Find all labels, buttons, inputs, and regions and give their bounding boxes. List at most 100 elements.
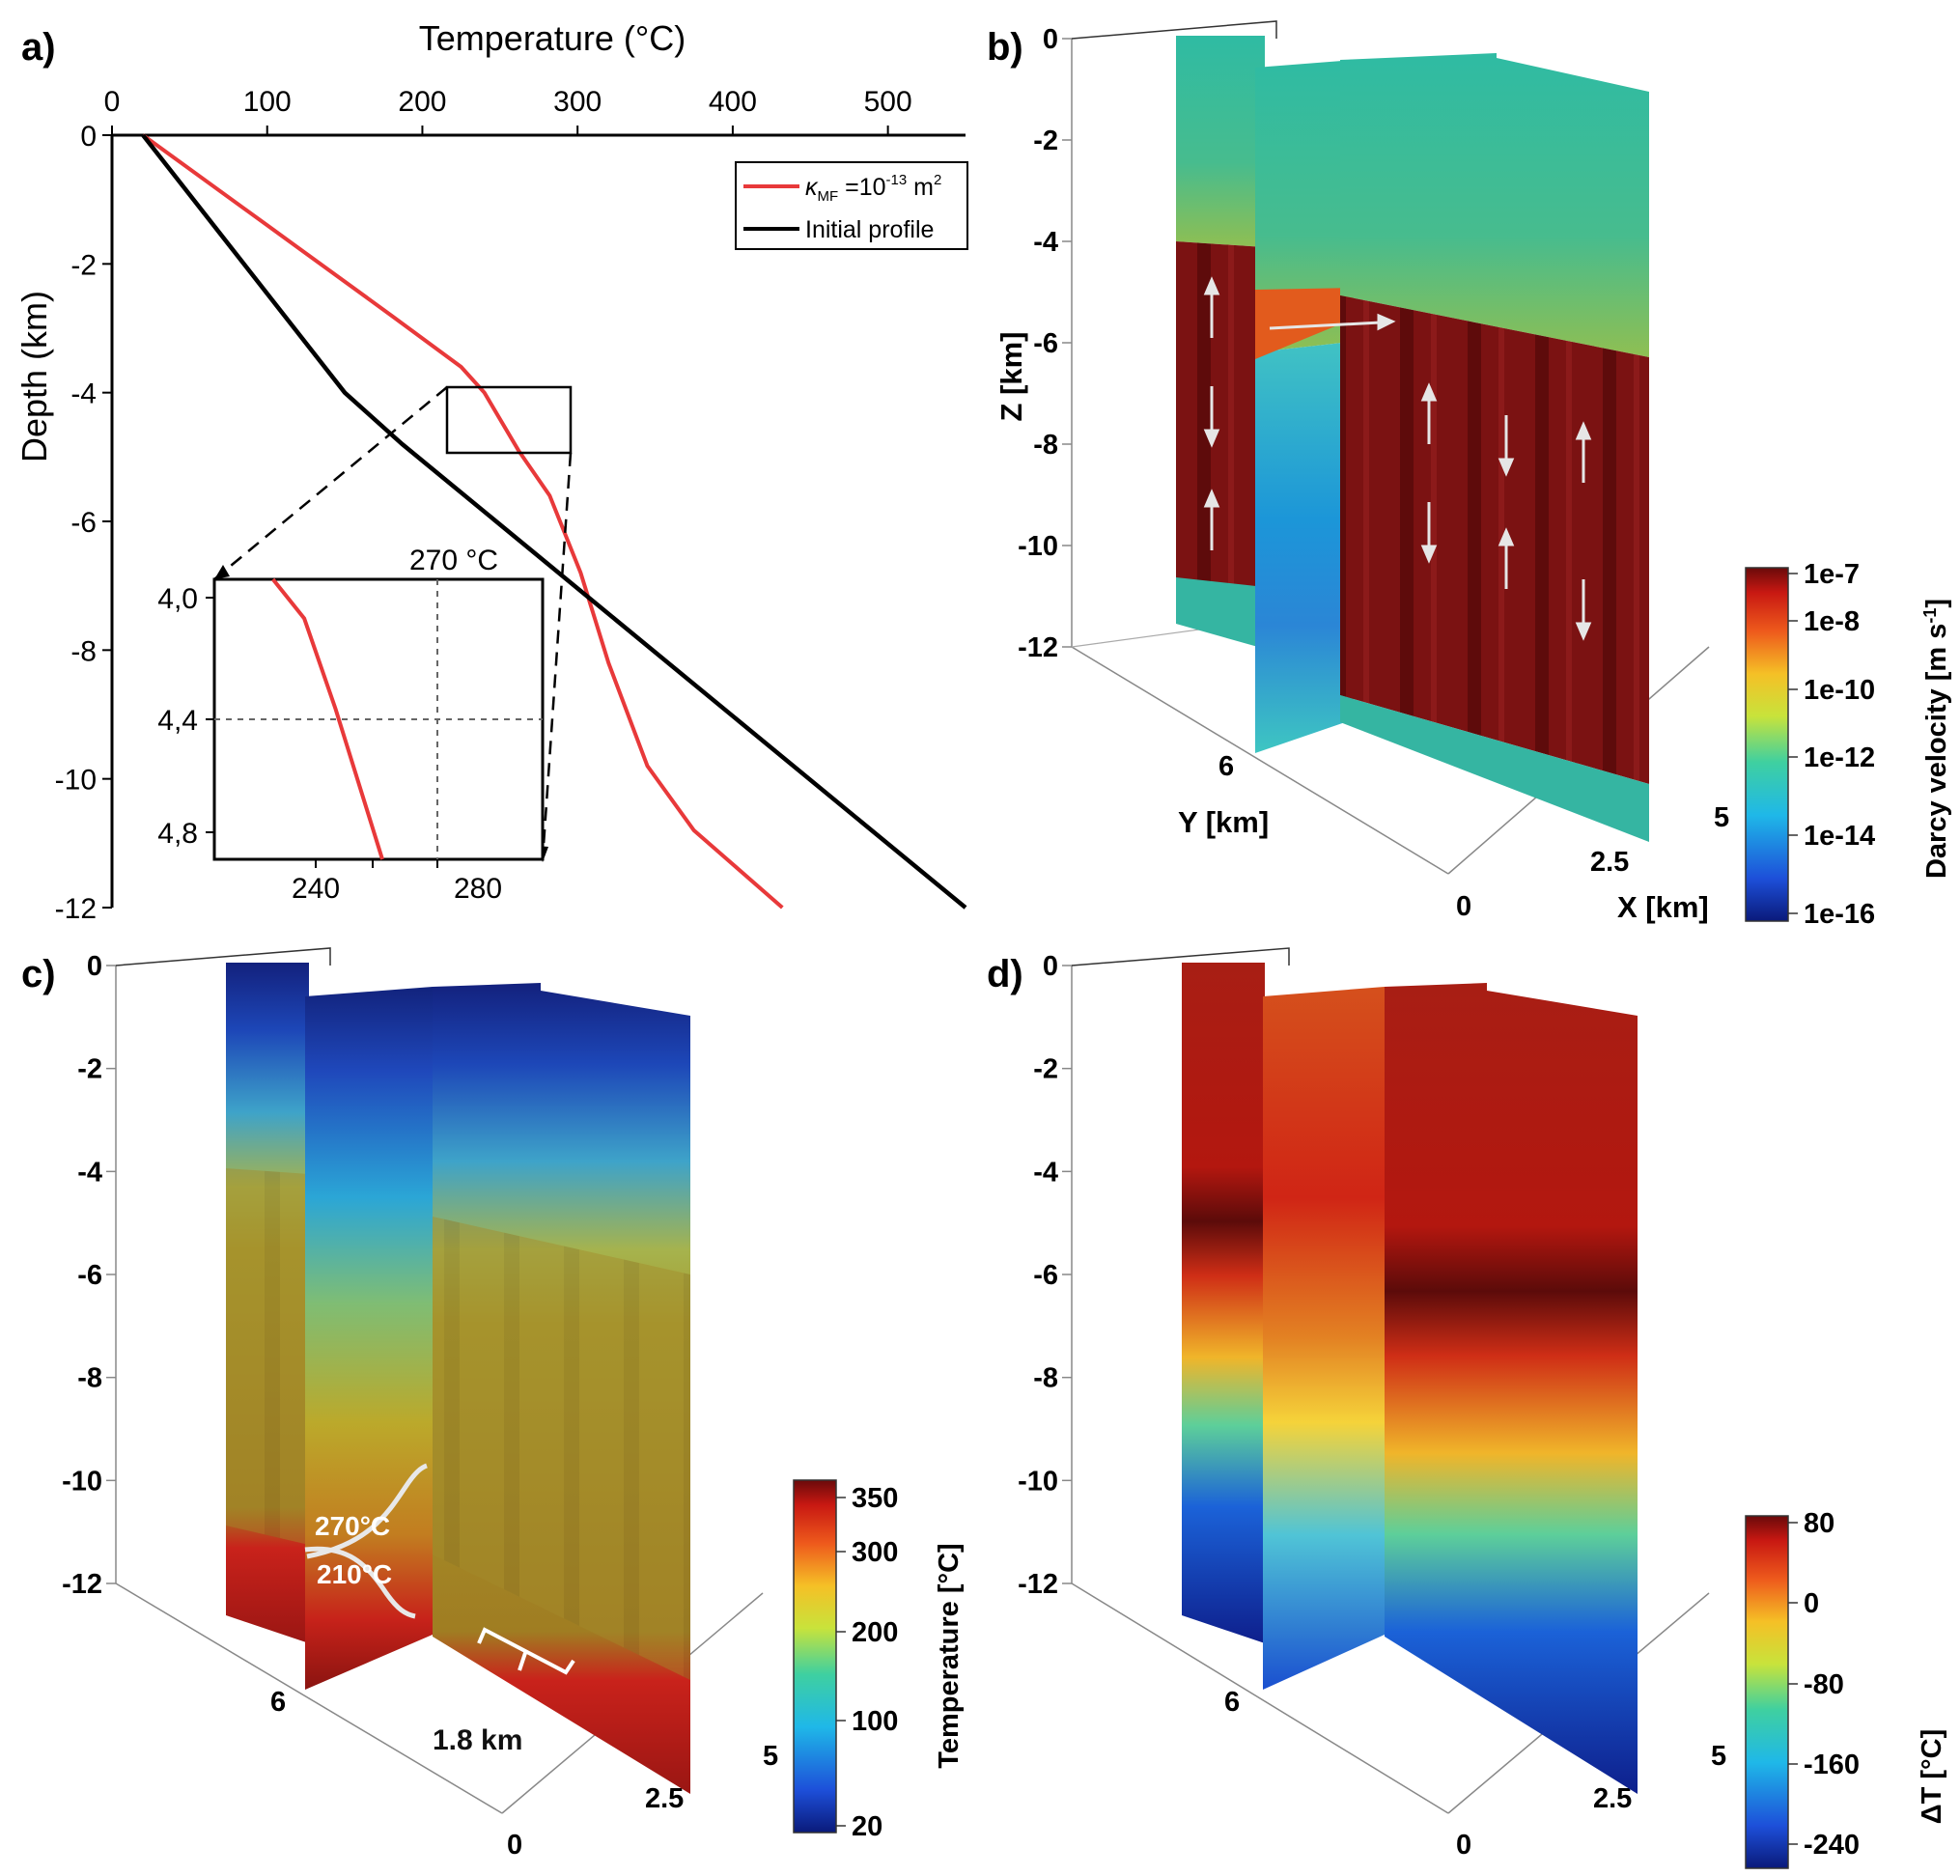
- colorbar-title: ΔT [°C]: [1917, 1729, 1947, 1824]
- colorbar-tick-label: 100: [852, 1706, 898, 1737]
- panel-a-label: a): [21, 26, 56, 69]
- z-tick-label: -4: [1033, 227, 1058, 258]
- x-tick-label: 0: [104, 86, 121, 118]
- inset-title: 270 °C: [409, 545, 498, 576]
- inset-ytick-2: 4,4: [157, 705, 198, 737]
- colorbar-tick-label: 80: [1804, 1508, 1834, 1539]
- middle-hot-band: [1255, 288, 1354, 359]
- left-wall-top: [1176, 36, 1265, 247]
- wavelength-bracket: [477, 1627, 575, 1675]
- z-tick-label: -12: [1018, 1569, 1058, 1600]
- z-axis-ticks: 0 -2 -4 -6 -8 -10 -12: [1018, 951, 1072, 1600]
- middle-wall-lower: [1255, 328, 1354, 753]
- annotation-210: 210°C: [317, 1559, 392, 1589]
- z-tick-label: -4: [1033, 1157, 1058, 1188]
- z-tick-label: -8: [1033, 430, 1058, 461]
- arrow-head-left-icon: [214, 565, 230, 579]
- zoom-connector-right: [541, 452, 573, 860]
- z-tick-label: -2: [77, 1054, 102, 1085]
- panel-b-label: b): [987, 26, 1023, 69]
- legend-label-kmf: κMF =10-13 m2: [805, 172, 941, 205]
- isotherm-270-line-white: [304, 1546, 416, 1619]
- legend-subscript: MF: [818, 188, 839, 205]
- colorbar-ticks: 80 0 -80 -160 -240: [1788, 1508, 1860, 1861]
- y-tick-label: -2: [70, 249, 97, 281]
- y-axis-title: Depth (km): [14, 291, 54, 462]
- x-tick-2-5: 2.5: [645, 1783, 684, 1814]
- x-axis-title: Temperature (°C): [419, 18, 686, 58]
- x-tick-2-5: 2.5: [1590, 847, 1629, 878]
- right-wall-top: [1340, 53, 1649, 357]
- x-tick-0: 0: [507, 1830, 522, 1861]
- y-tick-label: -6: [70, 507, 97, 539]
- y-tick-6: 6: [270, 1687, 286, 1718]
- x-tick-2-5: 2.5: [1593, 1783, 1632, 1814]
- y-tick-label: -12: [55, 893, 97, 925]
- right-wall: [1385, 983, 1638, 1794]
- colorbar-tick-label: 200: [852, 1617, 898, 1648]
- colorbar-tick-label: 1e-10: [1804, 675, 1875, 706]
- colorbar-title-end: ]: [1921, 599, 1952, 608]
- z-tick-label: -12: [62, 1569, 102, 1600]
- z-tick-label: -10: [1018, 531, 1058, 562]
- z-tick-label: -6: [77, 1260, 102, 1291]
- zoom-box: [445, 385, 573, 455]
- series-line-initial-profile: [141, 133, 967, 910]
- x-tick-5: 5: [1711, 1741, 1726, 1772]
- colorbar-title: Darcy velocity [m s-1]: [1920, 599, 1952, 879]
- panel-d-label: d): [987, 953, 1023, 995]
- middle-wall: [1255, 60, 1354, 352]
- z-tick-label: -6: [1033, 1260, 1058, 1291]
- colorbar-tick-label: 0: [1804, 1588, 1819, 1619]
- x-tick-label: 100: [243, 86, 292, 118]
- y-axis-ticks: 0 -2 -4 -6 -8 -10 -12: [55, 121, 112, 925]
- colorbar-title-exponent: -1: [1920, 608, 1940, 624]
- inset-series-line: [271, 577, 384, 860]
- y-axis-line: [115, 1582, 503, 1814]
- z-tick-label: -2: [1033, 126, 1058, 156]
- colorbar-tick-label: 1e-12: [1804, 742, 1875, 773]
- box-top-edge: [115, 947, 331, 966]
- panel-b: b) 0-2-4-6-8-10-12 Z [km] 6 Y [km] 5 2.5…: [987, 20, 1952, 927]
- legend-label-initial: Initial profile: [805, 216, 934, 243]
- z-tick-label: -8: [1033, 1363, 1058, 1394]
- colorbar-tick-label: 20: [852, 1811, 882, 1842]
- x-tick-label: 200: [398, 86, 446, 118]
- colorbar-darcy: [1745, 567, 1789, 922]
- x-axis-title: X [km]: [1617, 890, 1709, 924]
- flow-arrows: [1203, 276, 1592, 641]
- y-tick-label: -4: [70, 378, 97, 410]
- left-wall-bottom: [1176, 577, 1265, 649]
- inset-ytick-1: 4,0: [157, 583, 198, 615]
- middle-wall: [305, 987, 433, 1690]
- x-tick-5: 5: [1714, 802, 1729, 833]
- y-tick-label: -10: [55, 765, 97, 797]
- z-tick-label: -4: [77, 1157, 102, 1188]
- panel-d: d) 0 -2 -4 -6 -8 -10 -12 6 5 2.5 0 80 0 -80 -160 -…: [987, 947, 1947, 1869]
- legend-unit: m: [907, 174, 934, 201]
- legend: κMF =10-13 m2 Initial profile: [735, 161, 968, 250]
- annotation-270: 270°C: [315, 1511, 390, 1541]
- x-tick-5: 5: [763, 1741, 778, 1772]
- y-axis-title: Y [km]: [1178, 805, 1269, 839]
- right-wall-bottom: [1340, 695, 1649, 842]
- inset-plot: 270 °C 4,0 4,4 4,8 240 280: [157, 545, 545, 905]
- legend-unit-exponent: 2: [934, 172, 941, 188]
- z-tick-label: 0: [1043, 951, 1058, 982]
- colorbar-title-main: Darcy velocity [m s: [1921, 624, 1952, 879]
- x-tick-0: 0: [1456, 1830, 1471, 1861]
- colorbar-tick-label: 1e-7: [1804, 559, 1860, 590]
- y-tick-label: 0: [80, 121, 97, 153]
- panel-a: a) Temperature (°C) Depth (km) 0 100 200 30…: [14, 18, 968, 925]
- x-tick-label: 500: [864, 86, 912, 118]
- x-tick-label: 300: [553, 86, 602, 118]
- colorbar-ticks: 350 300 200 100 20: [836, 1483, 898, 1842]
- z-tick-label: -6: [1033, 328, 1058, 359]
- colorbar-tick-label: -80: [1804, 1669, 1844, 1700]
- colorbar-tick-label: 300: [852, 1537, 898, 1568]
- colorbar-temperature: [793, 1479, 837, 1834]
- colorbar-tick-label: 350: [852, 1483, 898, 1514]
- colorbar-delta-t: [1745, 1515, 1789, 1869]
- box-top-edge: [1071, 20, 1277, 40]
- panel-c: c) 0 -2 -4 -6 -8 -10 -12 6 5 2.5 0 210°C 270°C: [21, 947, 965, 1861]
